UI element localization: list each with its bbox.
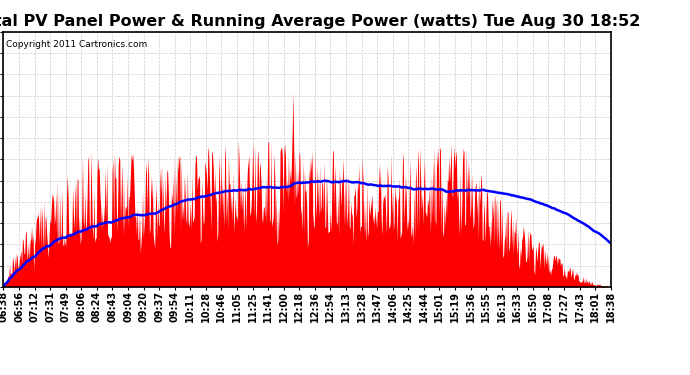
Text: Copyright 2011 Cartronics.com: Copyright 2011 Cartronics.com <box>6 39 148 48</box>
Title: Total PV Panel Power & Running Average Power (watts) Tue Aug 30 18:52: Total PV Panel Power & Running Average P… <box>0 14 640 29</box>
